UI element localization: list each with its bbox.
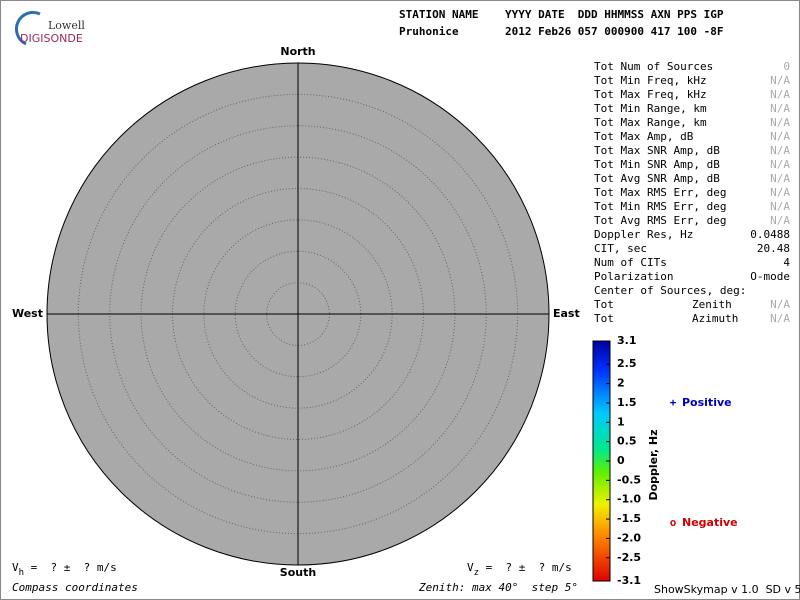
colorbar-tick-label: 0.5 (617, 435, 637, 448)
stat-value: N/A (770, 130, 790, 143)
colorbar-tick-label: -2.0 (617, 531, 641, 544)
stat-label: Tot Min RMS Err, deg (594, 200, 726, 213)
colorbar-tick-label: 1 (617, 415, 625, 428)
stat-value: N/A (770, 74, 790, 87)
colorbar-tick-label: -2.5 (617, 551, 641, 564)
stat-value: N/A (770, 102, 790, 115)
legend-label: Negative (682, 516, 738, 529)
stat-label: CIT, sec (594, 242, 647, 255)
velocity-vz: Vz = ? ± ? m/s (467, 561, 572, 578)
colorbar-tick-label: 1.5 (617, 396, 637, 409)
stat-label: Tot Max RMS Err, deg (594, 186, 726, 199)
logo-top: Lowell (48, 19, 85, 32)
colorbar-tick-label: 2 (617, 377, 625, 390)
east-label: East (553, 307, 580, 320)
stat-value: N/A (770, 298, 790, 311)
colorbar-tick-label: -1.5 (617, 512, 641, 525)
stat-value: N/A (770, 144, 790, 157)
stat-value: N/A (770, 172, 790, 185)
stat-label: Tot Max Freq, kHz (594, 88, 707, 101)
velocity-part: = ? ± ? m/s (479, 561, 572, 574)
stat-label: Center of Sources, deg: (594, 284, 746, 297)
logo-bottom: DIGISONDE (20, 32, 83, 45)
stat-value: N/A (770, 200, 790, 213)
velocity-vh: Vh = ? ± ? m/s (12, 561, 117, 578)
colorbar-tick-label: 2.5 (617, 357, 637, 370)
colorbar-tick-label: 3.1 (617, 334, 637, 347)
stat-label: Tot Max Range, km (594, 116, 707, 129)
logo-arc (14, 10, 41, 46)
stat-value: N/A (770, 186, 790, 199)
stat-value: 20.48 (757, 242, 790, 255)
stat-label: Polarization (594, 270, 673, 283)
velocity-part: h (19, 568, 24, 578)
colorbar-tick-label: 0 (617, 454, 625, 467)
stat-value: N/A (770, 214, 790, 227)
legend-marker: o (670, 516, 677, 529)
velocity-part: V (12, 561, 19, 574)
header-line: Pruhonice 2012 Feb26 057 000900 417 100 … (399, 25, 724, 38)
colorbar-tick-label: -3.1 (617, 574, 641, 587)
colorbar-tick-label: -1.0 (617, 493, 641, 506)
stat-value: O-mode (750, 270, 790, 283)
velocity-part: V (467, 561, 474, 574)
stat-value: N/A (770, 312, 790, 325)
west-label: West (12, 307, 43, 320)
stat-label: Tot Num of Sources (594, 60, 713, 73)
stat-sub: Azimuth (692, 312, 738, 325)
velocity-part: = ? ± ? m/s (24, 561, 117, 574)
stat-value: N/A (770, 116, 790, 129)
stat-label: Tot (594, 312, 614, 325)
stat-value: 0 (783, 60, 790, 73)
stat-label: Tot Max Amp, dB (594, 130, 694, 143)
legend-label: Positive (682, 396, 732, 409)
stat-label: Tot (594, 298, 614, 311)
stat-label: Tot Avg RMS Err, deg (594, 214, 726, 227)
legend-marker: + (670, 396, 677, 409)
north-label: North (280, 45, 315, 58)
footer-left: Compass coordinates (12, 581, 138, 594)
stat-value: N/A (770, 158, 790, 171)
stat-label: Tot Min Freq, kHz (594, 74, 707, 87)
stat-sub: Zenith (692, 298, 732, 311)
stat-label: Tot Avg SNR Amp, dB (594, 172, 720, 185)
colorbar-label: Doppler, Hz (647, 429, 660, 500)
colorbar-tick-label: -0.5 (617, 473, 641, 486)
stat-label: Doppler Res, Hz (594, 228, 693, 241)
stat-value: 4 (783, 256, 790, 269)
footer-mid: Zenith: max 40° step 5° (418, 581, 578, 594)
stat-label: Tot Min SNR Amp, dB (594, 158, 720, 171)
stat-value: N/A (770, 88, 790, 101)
footer-right: ShowSkymap v 1.0 SD v 5.0 (654, 583, 800, 596)
header-line: STATION NAME YYYY DATE DDD HHMMSS AXN PP… (399, 8, 724, 21)
south-label: South (280, 566, 316, 579)
stat-label: Tot Min Range, km (594, 102, 707, 115)
stat-label: Num of CITs (594, 256, 667, 269)
stat-label: Tot Max SNR Amp, dB (594, 144, 720, 157)
velocity-part: z (474, 568, 479, 578)
stat-value: 0.0488 (750, 228, 790, 241)
